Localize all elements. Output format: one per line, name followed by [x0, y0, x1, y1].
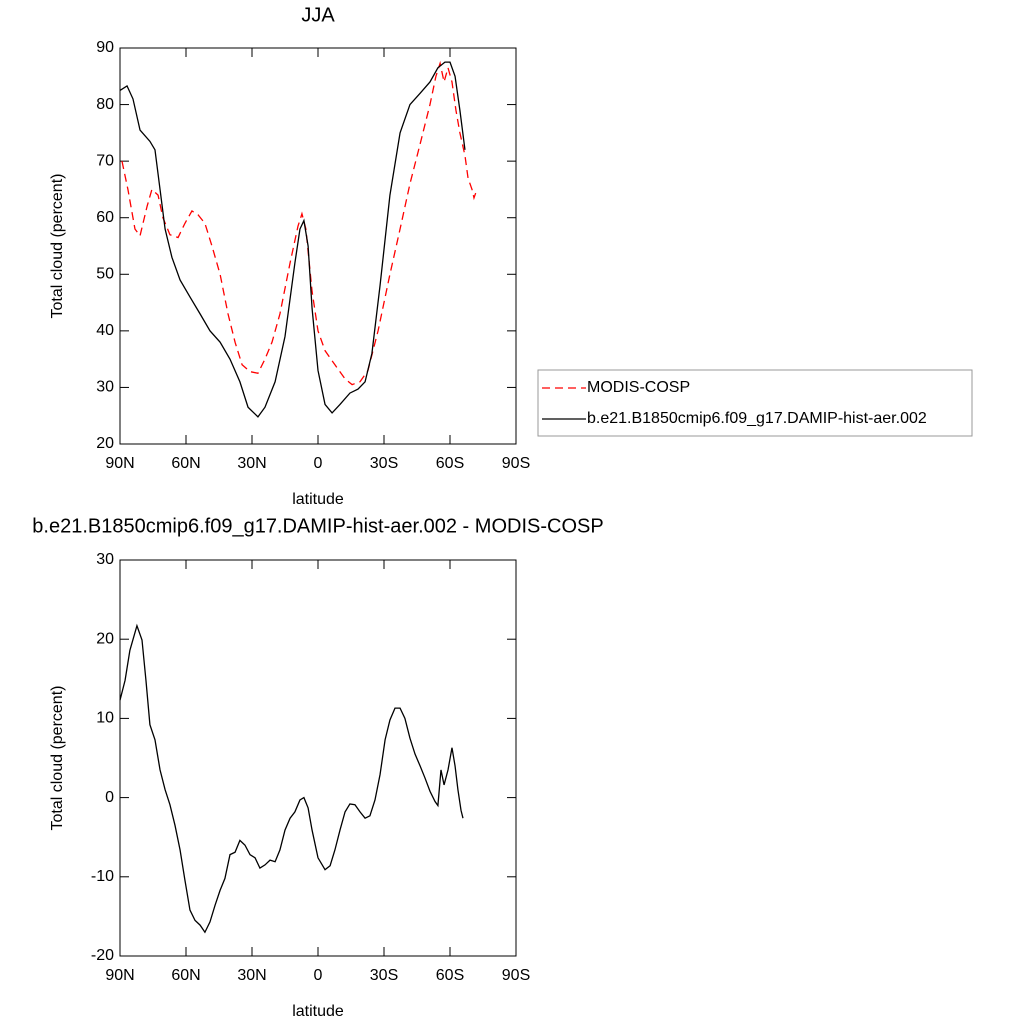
x-tick-label: 0	[314, 455, 323, 472]
x-tick-label: 30N	[237, 967, 266, 984]
plot-frame	[119, 47, 517, 445]
y-tick-label: 40	[96, 322, 114, 339]
y-tick-label: 10	[96, 710, 114, 727]
x-tick-label: 30S	[370, 967, 398, 984]
y-tick-label: -20	[91, 947, 114, 964]
x-tick-label: 60N	[171, 455, 200, 472]
y-tick-label: 50	[96, 266, 114, 283]
y-tick-label: 0	[105, 789, 114, 806]
data-line	[119, 61, 466, 418]
y-tick-label: 70	[96, 152, 114, 169]
y-tick-label: 60	[96, 209, 114, 226]
x-tick-label: 0	[314, 967, 323, 984]
x-axis-label: latitude	[292, 1003, 344, 1020]
y-tick-label: -10	[91, 868, 114, 885]
y-tick-label: 30	[96, 379, 114, 396]
x-tick-label: 60S	[436, 967, 464, 984]
data-line	[121, 60, 477, 386]
x-tick-label: 60S	[436, 455, 464, 472]
y-axis-label: Total cloud (percent)	[49, 686, 66, 831]
legend-label: b.e21.B1850cmip6.f09_g17.DAMIP-hist-aer.…	[587, 410, 927, 427]
x-tick-label: 30S	[370, 455, 398, 472]
legend-box	[537, 369, 973, 437]
x-axis-label: latitude	[292, 491, 344, 508]
y-tick-label: 20	[96, 435, 114, 452]
y-tick-label: 80	[96, 96, 114, 113]
x-tick-label: 90N	[105, 967, 134, 984]
data-line	[119, 623, 464, 934]
y-tick-label: 30	[96, 551, 114, 568]
y-axis-label: Total cloud (percent)	[49, 174, 66, 319]
y-tick-label: 90	[96, 39, 114, 56]
chart-title: b.e21.B1850cmip6.f09_g17.DAMIP-hist-aer.…	[32, 515, 603, 537]
legend-label: MODIS-COSP	[587, 379, 690, 396]
plot-frame	[119, 559, 517, 957]
chart-title: JJA	[301, 4, 335, 26]
x-tick-label: 60N	[171, 967, 200, 984]
x-tick-label: 90S	[502, 455, 530, 472]
y-tick-label: 20	[96, 630, 114, 647]
x-tick-label: 90S	[502, 967, 530, 984]
x-tick-label: 30N	[237, 455, 266, 472]
x-tick-label: 90N	[105, 455, 134, 472]
